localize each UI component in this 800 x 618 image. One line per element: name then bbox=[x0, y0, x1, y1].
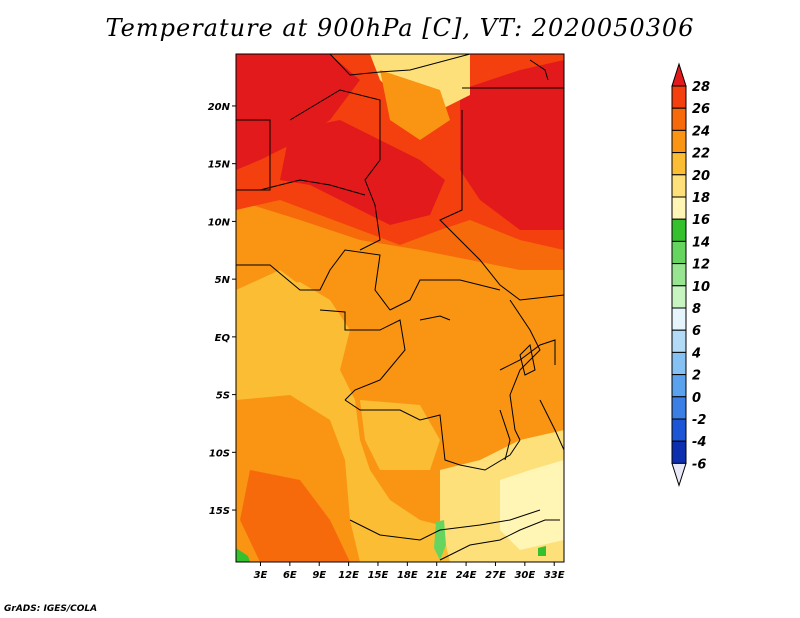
colorbar-swatch bbox=[671, 174, 687, 198]
lon-tick-label: 21E bbox=[426, 570, 447, 581]
border-2 bbox=[289, 89, 381, 251]
colorbar-label: 28 bbox=[692, 80, 710, 95]
border-12 bbox=[509, 299, 541, 441]
border-9 bbox=[319, 309, 406, 401]
colorbar-swatch bbox=[671, 196, 687, 220]
colorbar-label: 8 bbox=[692, 302, 701, 317]
lat-tick-label: 15N bbox=[208, 160, 231, 171]
lat-tick-label: EQ bbox=[215, 333, 231, 344]
colorbar-label: 4 bbox=[691, 346, 701, 361]
field-20-west bbox=[236, 270, 320, 400]
border-11 bbox=[349, 509, 541, 541]
field-28-central bbox=[280, 120, 445, 225]
lake-2 bbox=[499, 409, 511, 461]
field-28-northeast bbox=[460, 60, 564, 230]
colorbar-swatch bbox=[671, 418, 687, 442]
border-1 bbox=[236, 119, 271, 191]
credit-text: GrADS: IGES/COLA bbox=[4, 604, 98, 614]
border-5 bbox=[439, 110, 564, 301]
field-14-southeast bbox=[538, 546, 546, 556]
map-frame bbox=[235, 53, 565, 563]
lon-tick-label: 15E bbox=[368, 570, 389, 581]
border-13 bbox=[499, 339, 556, 371]
colorbar-swatch bbox=[671, 152, 687, 176]
colorbar-swatch bbox=[671, 307, 687, 331]
border-7 bbox=[236, 249, 391, 311]
map-title: Temperature at 900hPa [C], VT: 202005030… bbox=[105, 14, 695, 42]
border-10 bbox=[344, 399, 521, 471]
lon-tick-label: 33E bbox=[544, 570, 565, 581]
colorbar-swatch bbox=[671, 396, 687, 420]
field-28-northwest bbox=[236, 54, 360, 170]
lat-tick-label: 15S bbox=[209, 506, 230, 517]
border-15 bbox=[439, 519, 560, 561]
colorbar-label: 18 bbox=[692, 191, 710, 206]
colorbar-label: 14 bbox=[692, 235, 710, 250]
colorbar-label: -2 bbox=[692, 413, 706, 428]
colorbar-swatch bbox=[671, 129, 687, 154]
lon-tick-label: 27E bbox=[485, 570, 506, 581]
field-22-north bbox=[380, 70, 450, 140]
lon-tick-label: 12E bbox=[338, 570, 359, 581]
colorbar-swatch bbox=[671, 263, 687, 287]
colorbar-swatch bbox=[671, 329, 687, 353]
colorbar-label: 20 bbox=[692, 169, 710, 184]
colorbar-label: 12 bbox=[692, 258, 710, 273]
colorbar-swatch bbox=[671, 240, 687, 265]
colorbar-bottom-arrow bbox=[671, 462, 687, 488]
colorbar-label: 26 bbox=[692, 102, 710, 117]
lon-tick-label: 18E bbox=[397, 570, 418, 581]
lat-tick-label: 5S bbox=[216, 391, 230, 402]
field-20-central bbox=[360, 400, 440, 470]
lat-tick-label: 5N bbox=[215, 275, 231, 286]
colorbar-swatch bbox=[671, 107, 687, 131]
colorbar-top-arrow bbox=[671, 62, 687, 87]
colorbar-swatch bbox=[671, 440, 687, 464]
field-16 bbox=[500, 460, 564, 550]
colorbar-swatch bbox=[671, 218, 687, 242]
field-18-north bbox=[370, 54, 470, 110]
border-8 bbox=[389, 279, 501, 311]
lon-tick-label: 24E bbox=[456, 570, 477, 581]
longitude-axis: 3E 6E 9E 12E 15E 18E 21E 24E 27E 30E 33E bbox=[254, 562, 565, 581]
field-24-southwest bbox=[240, 470, 350, 562]
latitude-axis: 20N 15N 10N 5N EQ 5S 10S 15S bbox=[208, 102, 236, 517]
field-14-corner bbox=[236, 548, 250, 562]
colorbar-label: -6 bbox=[692, 457, 706, 472]
lon-tick-label: 6E bbox=[283, 570, 297, 581]
border-4 bbox=[329, 54, 471, 76]
lon-tick-label: 3E bbox=[254, 570, 268, 581]
colorbar-label: 16 bbox=[692, 213, 710, 228]
lake-1 bbox=[419, 315, 451, 321]
lat-tick-label: 20N bbox=[208, 102, 231, 113]
lon-tick-label: 9E bbox=[312, 570, 326, 581]
colorbar-label: 22 bbox=[692, 147, 710, 162]
colorbar-label: 2 bbox=[692, 369, 701, 384]
lon-tick-label: 30E bbox=[514, 570, 535, 581]
lake-3 bbox=[519, 343, 536, 376]
colorbar-label: 0 bbox=[692, 391, 701, 406]
colorbar-label: 10 bbox=[692, 280, 710, 295]
coast-ne bbox=[529, 59, 549, 81]
colorbar-swatch bbox=[671, 374, 687, 398]
temperature-field bbox=[236, 54, 564, 562]
colorbar-label: 6 bbox=[692, 324, 701, 339]
lat-tick-label: 10N bbox=[208, 217, 231, 228]
colorbar-label: -4 bbox=[692, 435, 706, 450]
colorbar-swatch bbox=[671, 85, 687, 109]
border-3 bbox=[259, 179, 366, 196]
lat-tick-label: 10S bbox=[209, 448, 230, 459]
country-borders bbox=[236, 54, 564, 561]
colorbar-swatch bbox=[671, 285, 687, 309]
colorbar-swatch bbox=[671, 351, 687, 376]
colorbar-label: 24 bbox=[692, 124, 710, 139]
border-14 bbox=[539, 399, 564, 451]
